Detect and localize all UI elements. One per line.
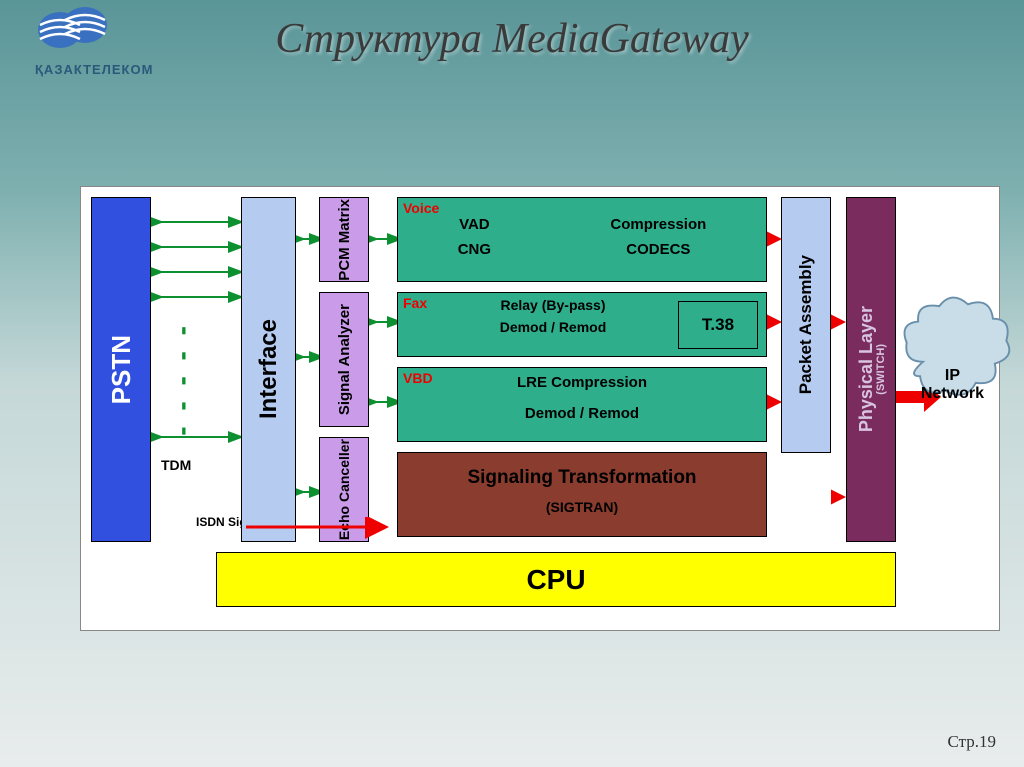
footer-label: Стр.	[947, 732, 979, 751]
header: ҚАЗАКТЕЛЕКОМ Структура MediaGateway	[0, 0, 1024, 110]
if-purple-arrows	[296, 197, 321, 542]
signal-analyzer-block: Signal Analyzer	[319, 292, 369, 427]
fax-tag: Fax	[403, 295, 427, 311]
pcm-label: PCM Matrix	[336, 199, 353, 281]
pstn-label: PSTN	[106, 335, 137, 404]
fax-block: Fax T.38 Relay (By-pass) Demod / Remod	[397, 292, 767, 357]
signal-analyzer-label: Signal Analyzer	[336, 304, 353, 415]
isdn-label: ISDN Sig	[196, 515, 247, 529]
diagram: PSTN - - - - - TDM ISDN Sig Interface PC…	[80, 186, 1000, 631]
voice-codecs: CODECS	[610, 241, 706, 258]
interface-label: Interface	[255, 319, 283, 419]
sigtran-block: Signaling Transformation (SIGTRAN)	[397, 452, 767, 537]
voice-block: Voice VAD CNG Compression CODECS	[397, 197, 767, 282]
sigtran-title: Signaling Transformation	[398, 467, 766, 489]
phys-sub: (SWITCH)	[875, 344, 887, 395]
cpu-label: CPU	[526, 564, 585, 596]
footer: Стр.19	[947, 732, 996, 752]
physical-layer-block: Physical Layer (SWITCH)	[846, 197, 896, 542]
pstn-block: PSTN	[91, 197, 151, 542]
vbd-tag: VBD	[403, 370, 433, 386]
page-title: Структура MediaGateway	[0, 15, 1024, 63]
cpu-block: CPU	[216, 552, 896, 607]
echo-block: Echo Canceller	[319, 437, 369, 542]
voice-cng: CNG	[458, 241, 491, 258]
purple-mid-arrows	[369, 197, 399, 457]
vbd-block: VBD LRE Compression Demod / Remod	[397, 367, 767, 442]
interface-block: Interface	[241, 197, 296, 542]
vbd-demod: Demod / Remod	[398, 405, 766, 422]
packet-label: Packet Assembly	[796, 255, 816, 394]
t38-block: T.38	[678, 301, 758, 349]
tdm-label: TDM	[161, 457, 191, 473]
vbd-lre: LRE Compression	[398, 374, 766, 391]
sigtran-sub: (SIGTRAN)	[398, 499, 766, 515]
purple-column: PCM Matrix Signal Analyzer Echo Cancelle…	[319, 197, 369, 542]
ip-line1: IP	[921, 367, 984, 385]
middle-column: Voice VAD CNG Compression CODECS Fax T.3…	[397, 197, 767, 537]
ip-network-label: IP Network	[921, 367, 984, 403]
ip-line2: Network	[921, 385, 984, 403]
packet-block: Packet Assembly	[781, 197, 831, 453]
footer-page: 19	[979, 732, 996, 751]
fax-demod: Demod / Remod	[428, 319, 678, 335]
dashes: - - - - -	[166, 322, 198, 436]
echo-label: Echo Canceller	[336, 439, 352, 540]
voice-tag: Voice	[403, 200, 439, 216]
fax-relay: Relay (By-pass)	[428, 297, 678, 313]
pcm-block: PCM Matrix	[319, 197, 369, 282]
phys-label: Physical Layer	[856, 306, 877, 432]
logo-text: ҚАЗАКТЕЛЕКОМ	[35, 62, 153, 77]
voice-comp: Compression	[610, 216, 706, 233]
voice-vad: VAD	[458, 216, 491, 233]
